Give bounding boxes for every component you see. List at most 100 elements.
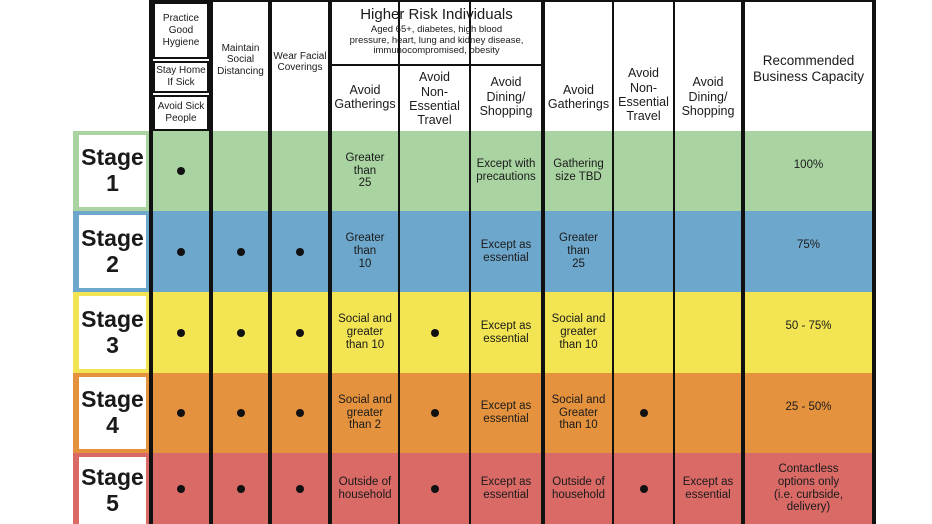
- gen-dining-text: Except as essential: [682, 475, 734, 501]
- bullet-dot-icon: [177, 328, 185, 337]
- bullet-dot-icon: [236, 484, 245, 493]
- header-social-distancing: Maintain Social Distancing: [217, 42, 264, 77]
- column-divider: [149, 0, 153, 524]
- stage-3-hr-gatherings-cell: Social and greater than 10: [332, 292, 398, 373]
- header-gen-avoid-dining: Avoid Dining/ Shopping: [681, 75, 735, 119]
- hr-gatherings-text: Outside of household: [338, 475, 392, 501]
- stage-3-coverings-cell: [272, 292, 328, 373]
- bullet-dot-icon: [296, 247, 304, 256]
- bullet-dot-icon: [639, 409, 648, 417]
- stage-5-coverings-cell: [272, 453, 328, 524]
- stage-3-hr-travel-cell: [400, 292, 469, 373]
- stage-4-hr-gatherings-cell: Social and greater than 2: [332, 373, 398, 453]
- stage-3-gen-travel-cell: [614, 292, 673, 373]
- column-divider: [741, 0, 745, 524]
- capacity-text: 75%: [796, 239, 821, 251]
- hr-gatherings-text: Social and greater than 2: [338, 393, 392, 432]
- column-divider: [328, 0, 332, 524]
- stage-label-1: Stage 1: [79, 135, 146, 207]
- column-divider: [209, 0, 213, 524]
- stage-5-gen-travel-cell: [614, 453, 673, 524]
- stage-2-coverings-cell: [272, 211, 328, 292]
- gen-gatherings-text: Gathering size TBD: [553, 158, 604, 183]
- stage-5-gen-gatherings-cell: Outside of household: [545, 453, 612, 524]
- stage-5-capacity-cell: Contactless options only (i.e. curbside,…: [745, 453, 872, 524]
- bullet-dot-icon: [430, 328, 439, 337]
- column-divider: [541, 0, 545, 524]
- bullet-dot-icon: [177, 484, 185, 493]
- stage-4-gen-gatherings-cell: Social and Greater than 10: [545, 373, 612, 453]
- column-divider: [612, 0, 614, 524]
- hr-dining-text: Except as essential: [480, 400, 532, 425]
- header-higher-risk-title: Higher Risk Individuals: [360, 6, 513, 24]
- bullet-dot-icon: [430, 484, 439, 493]
- column-divider: [872, 0, 876, 524]
- header-higher-risk-subtitle: Aged 65+, diabetes, high blood pressure,…: [349, 23, 524, 57]
- header-stay-home: Stay Home If Sick: [153, 61, 209, 93]
- stage-5-hr-gatherings-cell: Outside of household: [332, 453, 398, 524]
- column-divider: [469, 0, 471, 524]
- hr-dining-text: Except as essential: [480, 238, 532, 264]
- stage-label-4: Stage 4: [79, 377, 146, 449]
- stage-1-capacity-cell: 100%: [745, 131, 872, 211]
- stage-2-gen-travel-cell: [614, 211, 673, 292]
- stage-4-distancing-cell: [213, 373, 268, 453]
- stage-2-hr-gatherings-cell: Greater than 10: [332, 211, 398, 292]
- stage-3-distancing-cell: [213, 292, 268, 373]
- stage-4-hr-dining-cell: Except as essential: [471, 373, 541, 453]
- stage-label-box-1: Stage 1: [73, 131, 150, 211]
- stage-1-distancing-cell: [213, 131, 268, 211]
- hr-gatherings-text: Social and greater than 10: [338, 313, 392, 351]
- hr-gatherings-text: Greater than 25: [345, 151, 385, 190]
- stage-2-distancing-cell: [213, 211, 268, 292]
- gen-gatherings-text: Greater than 25: [559, 232, 598, 270]
- header-gen-avoid-gatherings: Avoid Gatherings: [547, 82, 610, 111]
- stage-3-hygiene-cell: [153, 292, 209, 373]
- stage-label-box-5: Stage 5: [73, 453, 150, 524]
- bullet-dot-icon: [177, 247, 185, 256]
- stage-label-box-2: Stage 2: [73, 211, 150, 292]
- stage-1-hygiene-cell: [153, 131, 209, 211]
- header-gen-avoid-travel: Avoid Non- Essential Travel: [618, 66, 669, 124]
- gen-gatherings-text: Outside of household: [551, 475, 606, 501]
- column-divider: [673, 0, 675, 524]
- stage-label-3: Stage 3: [79, 296, 146, 369]
- bullet-dot-icon: [430, 409, 439, 417]
- stage-2-hr-dining-cell: Except as essential: [471, 211, 541, 292]
- bullet-dot-icon: [177, 409, 185, 417]
- header-top-border: [149, 0, 876, 2]
- header-hr-avoid-gatherings: Avoid Gatherings: [334, 82, 396, 111]
- header-practice-hygiene: Practice Good Hygiene: [153, 2, 209, 59]
- capacity-text: 100%: [793, 159, 824, 171]
- stage-5-hr-dining-cell: Except as essential: [471, 453, 541, 524]
- stage-label-2: Stage 2: [79, 215, 146, 288]
- stage-5-hr-travel-cell: [400, 453, 469, 524]
- stage-1-hr-dining-cell: Except with precautions: [471, 131, 541, 211]
- bullet-dot-icon: [177, 167, 185, 175]
- stage-label-box-4: Stage 4: [73, 373, 150, 453]
- gen-gatherings-text: Social and Greater than 10: [551, 393, 606, 432]
- hr-dining-text: Except as essential: [480, 319, 532, 345]
- capacity-text: Contactless options only (i.e. curbside,…: [773, 462, 844, 514]
- header-hr-avoid-dining: Avoid Dining/ Shopping: [479, 75, 533, 119]
- stage-2-hygiene-cell: [153, 211, 209, 292]
- stage-1-gen-dining-cell: [675, 131, 741, 211]
- stage-1-hr-travel-cell: [400, 131, 469, 211]
- bullet-dot-icon: [296, 328, 304, 337]
- stage-2-hr-travel-cell: [400, 211, 469, 292]
- capacity-text: 50 - 75%: [785, 320, 832, 332]
- header-facial-coverings: Wear Facial Coverings: [273, 50, 327, 74]
- stage-2-gen-dining-cell: [675, 211, 741, 292]
- column-divider: [268, 0, 272, 524]
- bullet-dot-icon: [236, 409, 245, 417]
- stage-label-5: Stage 5: [79, 457, 146, 524]
- stage-1-gen-travel-cell: [614, 131, 673, 211]
- stage-1-gen-gatherings-cell: Gathering size TBD: [545, 131, 612, 211]
- stage-2-capacity-cell: 75%: [745, 211, 872, 292]
- gen-gatherings-text: Social and greater than 10: [551, 313, 606, 351]
- stage-4-gen-travel-cell: [614, 373, 673, 453]
- bullet-dot-icon: [236, 328, 245, 337]
- bullet-dot-icon: [296, 484, 304, 493]
- stage-3-capacity-cell: 50 - 75%: [745, 292, 872, 373]
- higher-risk-divider: [330, 64, 543, 66]
